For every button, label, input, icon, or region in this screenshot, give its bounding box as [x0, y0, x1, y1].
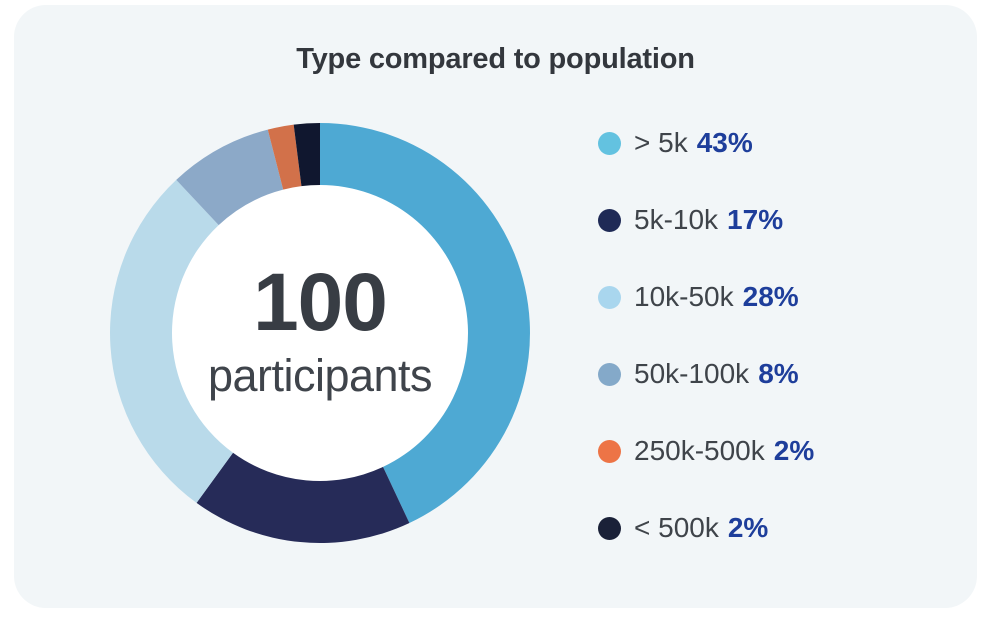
legend-item: 50k-100k 8%	[598, 354, 814, 394]
legend-dot-icon	[598, 285, 621, 309]
legend-item: 10k-50k 28%	[598, 277, 814, 317]
chart-title: Type compared to population	[296, 43, 695, 75]
legend-percent: 28%	[742, 281, 799, 312]
legend-label: 250k-500k	[634, 435, 765, 466]
legend-dot-icon	[598, 516, 621, 540]
chart-card: Type compared to population 100 particip…	[14, 5, 977, 608]
legend-percent: 2%	[773, 435, 815, 466]
donut-segment-4[interactable]	[267, 124, 302, 190]
donut-segment-0[interactable]	[320, 123, 530, 524]
donut-svg	[110, 123, 530, 543]
donut-segment-1[interactable]	[196, 452, 410, 543]
legend-dot-icon	[598, 208, 621, 232]
legend-dot-icon	[598, 131, 621, 155]
legend-item: 250k-500k 2%	[598, 431, 814, 471]
chart-legend: > 5k 43% 5k-10k 17% 10k-50k 28% 50k-100k…	[598, 123, 814, 585]
legend-label: 10k-50k	[634, 281, 734, 312]
legend-dot-icon	[598, 439, 621, 463]
legend-item: 5k-10k 17%	[598, 200, 814, 240]
legend-label: 5k-10k	[634, 204, 719, 235]
donut-segment-5[interactable]	[293, 123, 320, 187]
legend-percent: 8%	[758, 358, 799, 389]
legend-label: < 500k	[634, 512, 719, 543]
legend-dot-icon	[598, 362, 621, 386]
legend-label: > 5k	[634, 127, 688, 158]
donut-hole	[170, 183, 470, 483]
legend-item: > 5k 43%	[598, 123, 814, 163]
legend-label: 50k-100k	[634, 358, 750, 389]
legend-percent: 17%	[727, 204, 784, 235]
legend-percent: 43%	[696, 127, 753, 158]
legend-item: < 500k 2%	[598, 508, 814, 548]
donut-segment-3[interactable]	[176, 129, 284, 226]
donut-segment-2[interactable]	[110, 179, 234, 503]
donut-chart: 100 participants	[100, 113, 540, 553]
legend-percent: 2%	[727, 512, 769, 543]
